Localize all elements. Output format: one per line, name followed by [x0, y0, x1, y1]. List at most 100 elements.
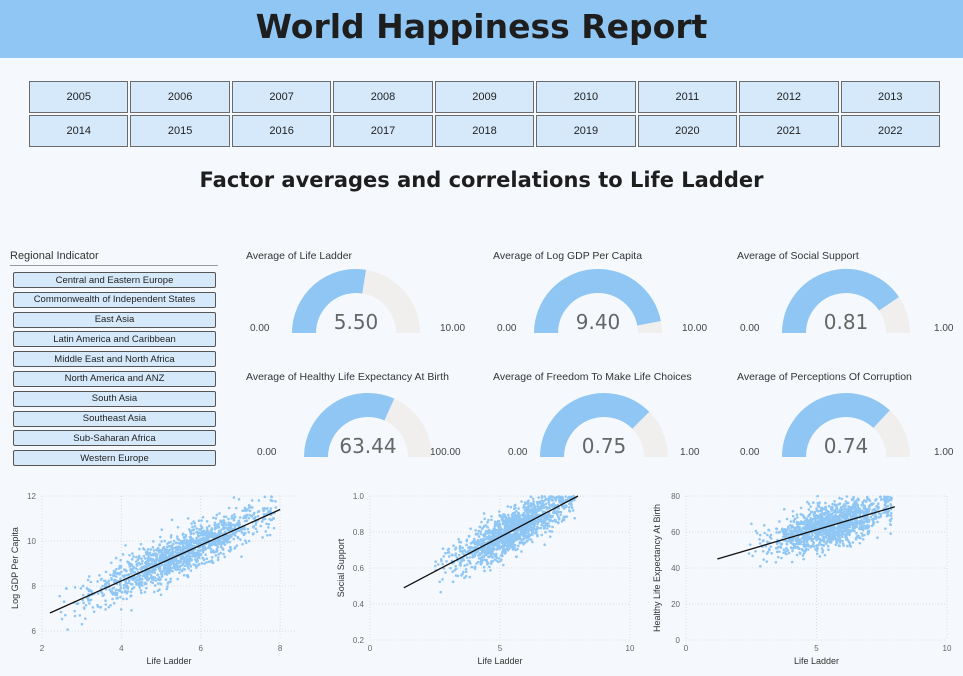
region-button-south-asia[interactable]: South Asia [13, 390, 216, 407]
scatter-point [513, 546, 516, 550]
region-button-latin-america-and-caribbean[interactable]: Latin America and Caribbean [13, 331, 216, 348]
scatter-point [265, 522, 268, 526]
scatter-point [122, 575, 126, 579]
scatter-point [178, 571, 181, 575]
scatter-point [454, 546, 458, 549]
scatter-point [824, 516, 827, 520]
year-button-2005[interactable]: 2005 [29, 81, 129, 113]
scatter-point [493, 558, 497, 561]
scatter-point [826, 540, 830, 543]
scatter-point [148, 551, 152, 555]
scatter-point [138, 576, 142, 579]
year-button-2017[interactable]: 2017 [333, 115, 433, 147]
gauge-title: Average of Life Ladder [246, 250, 353, 262]
region-button-sub-saharan-africa[interactable]: Sub-Saharan Africa [13, 430, 216, 447]
scatter-point [201, 515, 205, 519]
scatter-point [515, 529, 519, 533]
scatter-point [214, 543, 218, 547]
scatter-point [843, 529, 846, 533]
scatter-point [519, 520, 523, 524]
year-button-2021[interactable]: 2021 [739, 115, 839, 147]
scatter-point [528, 523, 532, 527]
scatter-point [800, 529, 803, 533]
year-button-2013[interactable]: 2013 [840, 81, 940, 113]
scatter-point [458, 540, 461, 544]
scatter-point [799, 541, 802, 544]
year-button-2012[interactable]: 2012 [739, 81, 839, 113]
region-button-east-asia[interactable]: East Asia [13, 311, 216, 328]
scatter-point [151, 559, 155, 563]
scatter-point [503, 552, 507, 555]
scatter-point [174, 550, 177, 554]
scatter-point [857, 536, 861, 539]
year-button-2008[interactable]: 2008 [333, 81, 433, 113]
year-button-2011[interactable]: 2011 [637, 81, 738, 113]
scatter-point [820, 547, 824, 550]
region-button-western-europe[interactable]: Western Europe [13, 450, 216, 467]
scatter-point [758, 538, 761, 541]
scatter-point [801, 549, 805, 552]
year-button-2020[interactable]: 2020 [637, 115, 738, 147]
year-button-2010[interactable]: 2010 [536, 81, 636, 113]
scatter-point [784, 552, 788, 556]
scatter-point [125, 597, 128, 601]
scatter-point [222, 518, 226, 522]
region-button-commonwealth-of-independent-states[interactable]: Commonwealth of Independent States [13, 291, 216, 308]
year-button-2014[interactable]: 2014 [29, 115, 129, 147]
scatter-point [876, 520, 879, 524]
scatter-point [526, 507, 530, 510]
region-button-central-and-eastern-europe[interactable]: Central and Eastern Europe [13, 272, 216, 288]
scatter-point [883, 497, 887, 501]
scatter-point [138, 586, 142, 589]
year-button-2009[interactable]: 2009 [434, 81, 535, 113]
scatter-point [462, 570, 465, 574]
scatter-point [212, 551, 216, 554]
year-button-2018[interactable]: 2018 [434, 115, 535, 147]
scatter-point [791, 514, 795, 518]
year-button-2019[interactable]: 2019 [536, 115, 636, 147]
scatter-point [160, 572, 163, 576]
year-button-2007[interactable]: 2007 [231, 81, 332, 113]
gauge-min-label: 0.00 [740, 447, 760, 458]
scatter-point [822, 532, 826, 536]
year-button-2016[interactable]: 2016 [231, 115, 332, 147]
scatter-point [184, 535, 188, 538]
scatter-point [523, 501, 527, 504]
scatter-point [492, 543, 496, 547]
region-button-north-america-and-anz[interactable]: North America and ANZ [13, 370, 216, 387]
scatter-point [571, 509, 575, 512]
scatter-point [501, 516, 505, 519]
scatter-point [190, 528, 194, 532]
scatter-point [247, 516, 251, 520]
scatter-point [177, 542, 181, 545]
scatter-point [152, 569, 156, 572]
scatter-point [823, 553, 827, 557]
scatter-point [786, 525, 790, 529]
scatter-point [805, 525, 808, 529]
scatter-point [850, 523, 853, 526]
scatter-point [267, 526, 270, 529]
scatter-point [858, 519, 862, 523]
y-tick-label: 0.8 [353, 528, 365, 537]
year-button-2022[interactable]: 2022 [840, 115, 940, 147]
year-button-2015[interactable]: 2015 [130, 115, 230, 147]
scatter-point [533, 531, 537, 535]
scatter-point [214, 554, 218, 557]
scatter-point [806, 521, 809, 524]
year-button-2006[interactable]: 2006 [130, 81, 230, 113]
region-button-middle-east-and-north-africa[interactable]: Middle East and North Africa [13, 351, 216, 368]
scatter-point [168, 548, 172, 552]
scatter-point [151, 546, 155, 549]
scatter-point [86, 578, 90, 582]
scatter-point [195, 530, 198, 534]
gauge-title: Average of Healthy Life Expectancy At Bi… [246, 371, 449, 383]
scatter-point [856, 506, 860, 510]
scatter-point [831, 508, 834, 512]
scatter-point [869, 515, 873, 519]
scatter-point [844, 500, 848, 503]
scatter-point [115, 568, 118, 571]
region-button-southeast-asia[interactable]: Southeast Asia [13, 410, 216, 427]
scatter-point [889, 511, 893, 515]
scatter-point [468, 548, 472, 552]
scatter-point [837, 516, 840, 520]
